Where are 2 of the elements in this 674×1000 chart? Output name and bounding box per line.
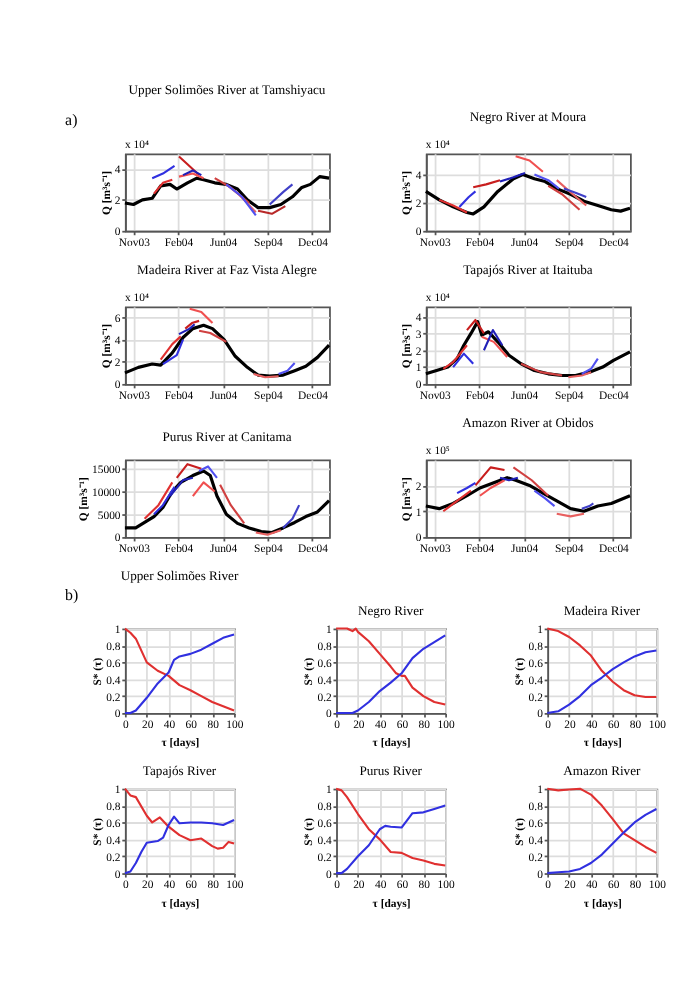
text: b) bbox=[65, 586, 80, 605]
text: a) bbox=[65, 111, 79, 130]
